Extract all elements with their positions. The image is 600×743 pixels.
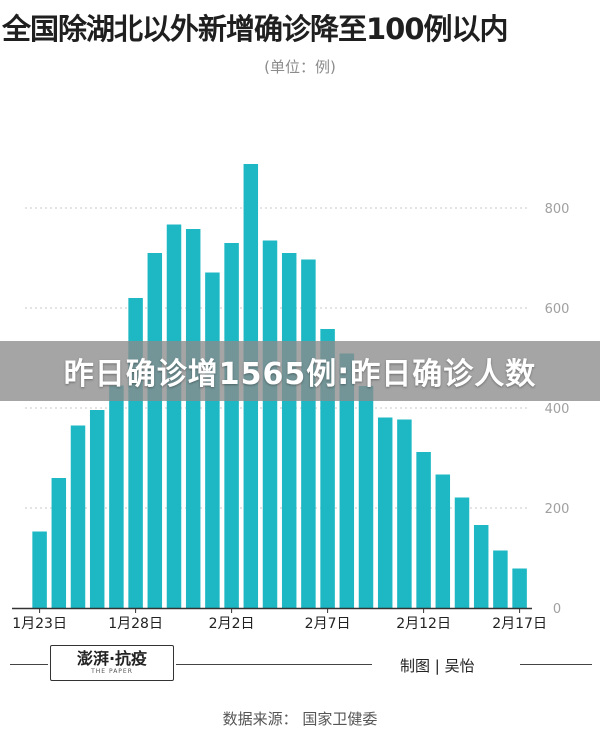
y-tick-label: 800 [545,202,570,217]
x-tick-label: 2月12日 [396,616,451,632]
y-tick-label: 600 [545,302,570,317]
x-tick-label: 2月7日 [305,616,351,632]
publisher-logo: 澎湃·抗疫 THE PAPER [50,645,174,681]
bar [301,259,316,608]
y-tick-label: 400 [545,402,570,417]
bar [397,419,412,608]
y-tick-label: 200 [545,502,570,517]
x-tick-label: 2月17日 [492,616,547,632]
bar [473,525,489,608]
bar [224,243,239,608]
overlay-banner: 昨日确诊增1565例:昨日确诊人数 [0,341,600,401]
bar-chart: 0 200 400 600 800 1月23日 1月28日 2月2日 2月7日 2月12日 2月17… [12,164,570,632]
bar [51,478,67,608]
bar [281,253,297,608]
logo-sub-text: THE PAPER [91,668,133,675]
bar [454,497,470,608]
bar [262,240,278,608]
bar [185,229,201,608]
bar [32,531,47,608]
bar [205,272,220,608]
footer-divider-middle [176,664,372,665]
footer-divider-left [10,664,48,665]
bar [89,410,105,608]
x-tick-label: 1月23日 [12,616,67,632]
bar [493,550,508,608]
bar [109,385,124,608]
bar [70,425,86,608]
unit-label: (单位：例) [264,58,336,76]
x-tick-label: 1月28日 [108,616,163,632]
bar [339,353,355,608]
chart-credit: 制图 | 吴怡 [400,657,475,675]
bar [416,452,431,608]
y-tick-label: 0 [553,602,561,617]
x-tick-label: 2月2日 [209,616,255,632]
data-source: 数据来源： 国家卫健委 [222,710,378,728]
banner-text: 昨日确诊增1565例:昨日确诊人数 [63,357,537,392]
bar [435,474,451,608]
bar [166,224,182,608]
logo-main-text: 澎湃·抗疫 [76,649,148,668]
bar [512,568,527,608]
footer-divider-right [520,664,592,665]
bar [377,417,393,608]
bar [147,253,163,608]
chart-title: 全国除湖北以外新增确诊降至100例以内 [2,12,509,46]
bar [358,386,374,608]
